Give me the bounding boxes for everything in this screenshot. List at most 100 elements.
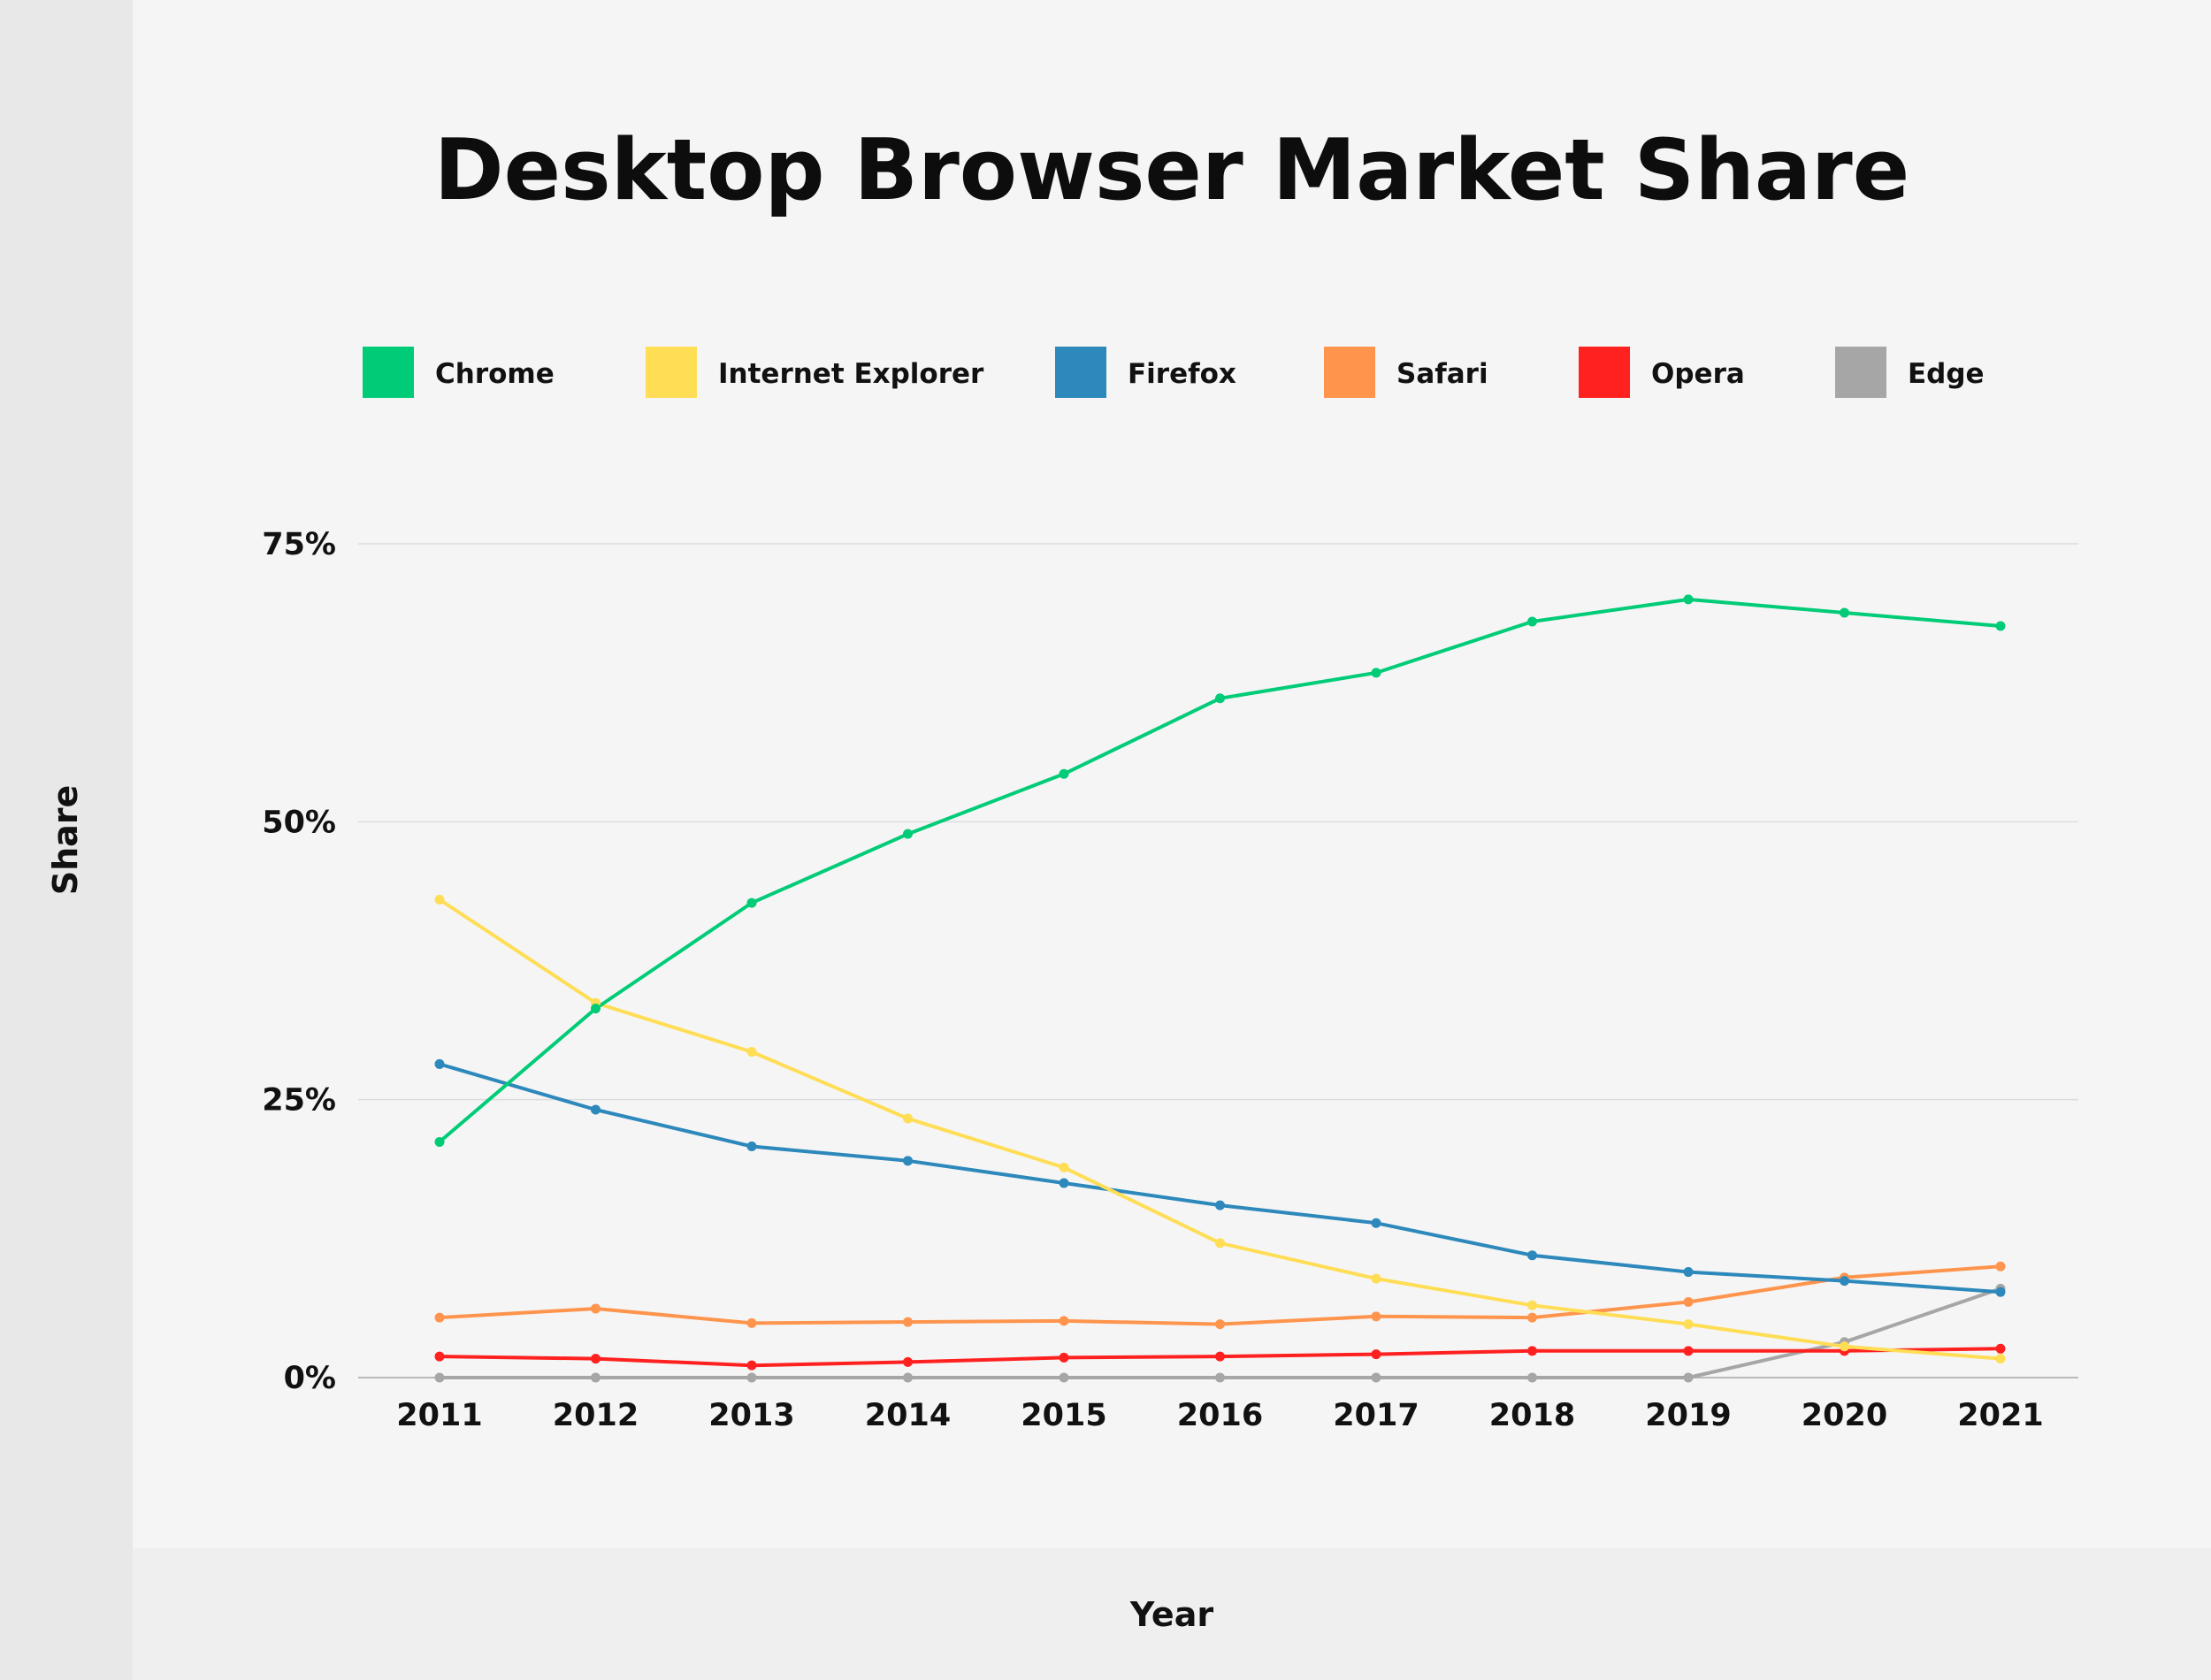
legend: Chrome Internet Explorer Firefox Safari Oper…	[363, 347, 1985, 398]
data-point-safari	[1527, 1312, 1537, 1323]
legend-swatch	[1835, 347, 1886, 398]
series-line-chrome	[438, 597, 2002, 1144]
legend-item-firefox: Firefox	[1055, 347, 1236, 398]
x-tick-label: 2016	[1177, 1398, 1263, 1433]
legend-swatch	[1055, 347, 1106, 398]
data-point-internet-explorer	[434, 894, 445, 905]
data-point-edge	[1059, 1372, 1069, 1383]
data-point-opera	[1527, 1346, 1537, 1356]
data-point-internet-explorer	[903, 1113, 913, 1124]
x-tick-label: 2018	[1489, 1398, 1575, 1433]
legend-item-opera: Opera	[1579, 347, 1745, 398]
legend-label: Internet Explorer	[718, 358, 984, 390]
series-points	[434, 594, 2006, 1383]
y-tick-label: 0%	[284, 1361, 336, 1396]
data-point-edge	[434, 1372, 445, 1383]
data-point-chrome	[1995, 621, 2006, 631]
data-point-chrome	[746, 897, 757, 908]
data-point-opera	[1215, 1351, 1225, 1362]
data-point-safari	[434, 1312, 445, 1323]
x-tick-label: 2017	[1333, 1398, 1419, 1433]
data-point-chrome	[434, 1136, 445, 1147]
series-line-edge	[438, 1287, 2002, 1379]
data-point-safari	[1995, 1261, 2006, 1271]
data-point-edge	[1683, 1372, 1694, 1383]
legend-item-edge: Edge	[1835, 347, 1985, 398]
data-point-firefox	[1995, 1287, 2006, 1297]
y-tick-label: 75%	[262, 527, 336, 562]
data-point-chrome	[1683, 594, 1694, 605]
data-point-opera	[1683, 1346, 1694, 1356]
data-point-chrome	[1371, 668, 1381, 678]
data-point-edge	[1371, 1372, 1381, 1383]
y-tick-label: 50%	[262, 805, 336, 840]
data-point-firefox	[1215, 1200, 1225, 1210]
data-point-firefox	[1371, 1218, 1381, 1228]
data-point-internet-explorer	[1995, 1354, 2006, 1364]
data-point-opera	[1995, 1343, 2006, 1354]
x-tick-label: 2021	[1957, 1398, 2043, 1433]
data-point-chrome	[591, 1004, 601, 1014]
data-point-safari	[1215, 1319, 1225, 1330]
series-lines	[438, 597, 2002, 1379]
legend-label: Edge	[1908, 358, 1985, 390]
data-point-firefox	[434, 1058, 445, 1069]
data-point-chrome	[1059, 768, 1069, 779]
data-point-safari	[591, 1303, 601, 1314]
x-tick-label: 2014	[865, 1398, 951, 1433]
legend-swatch	[1579, 347, 1630, 398]
data-point-edge	[591, 1372, 601, 1383]
legend-label: Opera	[1651, 358, 1745, 390]
x-tick-label: 2015	[1021, 1398, 1106, 1433]
legend-swatch	[1324, 347, 1375, 398]
data-point-firefox	[1840, 1276, 1849, 1287]
data-point-firefox	[1059, 1178, 1069, 1188]
data-point-opera	[903, 1356, 913, 1367]
data-point-internet-explorer	[1527, 1300, 1537, 1310]
data-point-edge	[1527, 1372, 1537, 1383]
data-point-internet-explorer	[1059, 1162, 1069, 1172]
data-point-opera	[1371, 1349, 1381, 1360]
data-point-safari	[746, 1317, 757, 1328]
x-axis-ticks: 2011 2012 2013 2014 2015 2016 2017 2018 2019 2020…	[396, 1398, 2043, 1433]
data-point-internet-explorer	[746, 1047, 757, 1058]
data-point-internet-explorer	[1371, 1273, 1381, 1284]
y-axis-title-band	[0, 0, 133, 1680]
x-tick-label: 2013	[708, 1398, 794, 1433]
data-point-safari	[903, 1317, 913, 1327]
data-point-safari	[1059, 1316, 1069, 1326]
data-point-chrome	[1840, 607, 1849, 618]
data-point-internet-explorer	[1683, 1319, 1694, 1330]
data-point-edge	[1215, 1372, 1225, 1383]
x-tick-label: 2012	[553, 1398, 639, 1433]
data-point-chrome	[1527, 616, 1537, 627]
legend-item-chrome: Chrome	[363, 347, 555, 398]
data-point-firefox	[1683, 1267, 1694, 1278]
x-axis-title: Year	[1129, 1595, 1213, 1634]
data-point-safari	[1371, 1311, 1381, 1322]
data-point-opera	[434, 1351, 445, 1362]
series-line-firefox	[438, 1062, 2002, 1294]
data-point-firefox	[903, 1156, 913, 1166]
data-point-edge	[903, 1372, 913, 1383]
data-point-internet-explorer	[1215, 1238, 1225, 1249]
data-point-firefox	[1527, 1250, 1537, 1261]
legend-swatch	[363, 347, 414, 398]
gridlines	[358, 543, 2078, 1378]
chart-title: Desktop Browser Market Share	[434, 122, 1909, 219]
x-tick-label: 2019	[1645, 1398, 1731, 1433]
legend-label: Firefox	[1128, 358, 1236, 390]
data-point-opera	[746, 1360, 757, 1371]
data-point-firefox	[746, 1141, 757, 1151]
data-point-safari	[1683, 1297, 1694, 1308]
data-point-chrome	[1215, 693, 1225, 704]
legend-item-safari: Safari	[1324, 347, 1488, 398]
y-tick-label: 25%	[262, 1083, 336, 1119]
y-axis-title: Share	[46, 785, 85, 896]
x-tick-label: 2011	[396, 1398, 482, 1433]
data-point-chrome	[903, 829, 913, 839]
legend-label: Chrome	[435, 358, 555, 390]
legend-item-internet-explorer: Internet Explorer	[646, 347, 984, 398]
